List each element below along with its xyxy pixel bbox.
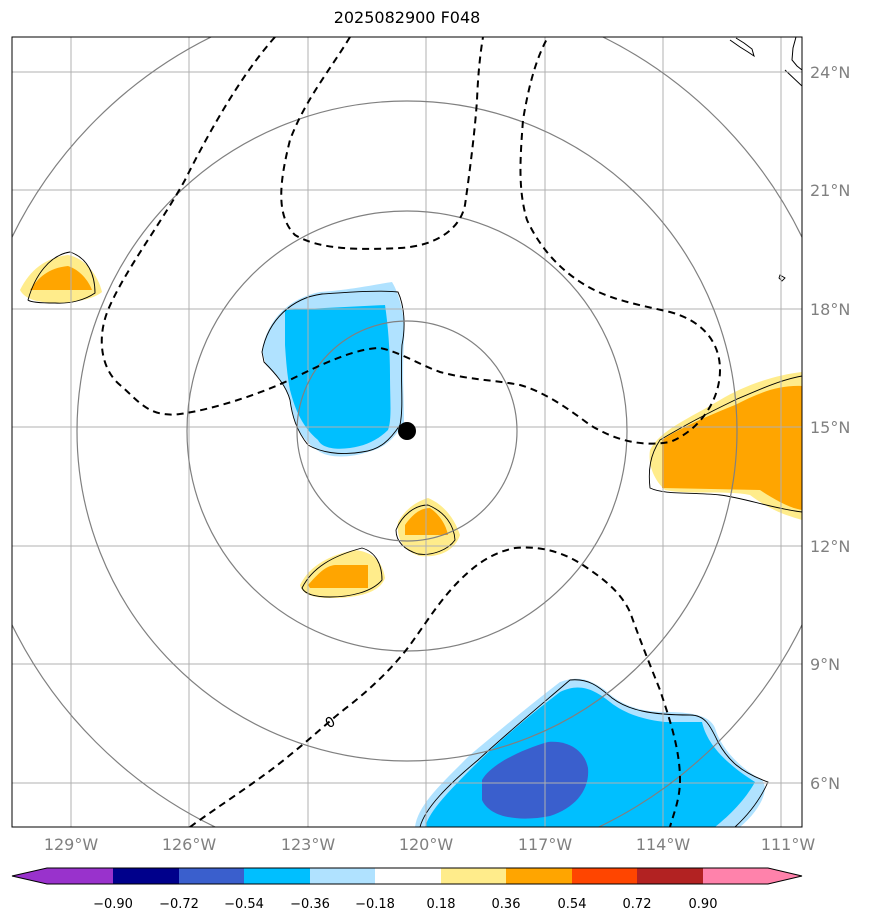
map-area: 0	[12, 37, 802, 827]
colorbar-swatch	[113, 868, 179, 884]
colorbar-swatch	[47, 868, 113, 884]
colorbar-label: 0.54	[558, 897, 587, 912]
lon-label: 114°W	[636, 835, 691, 854]
colorbar-swatch	[703, 868, 768, 884]
map-frame	[11, 36, 803, 828]
colorbar-swatch	[506, 868, 572, 884]
colorbar-label: 0.90	[689, 897, 718, 912]
positive-anomaly-northwest	[20, 255, 102, 303]
positive-anomaly-southwest	[300, 550, 385, 598]
lon-label: 117°W	[518, 835, 573, 854]
lat-label: 24°N	[810, 63, 850, 82]
colorbar-label: −0.36	[290, 897, 330, 912]
lat-label: 21°N	[810, 181, 850, 200]
colorbar-label: 0.72	[623, 897, 652, 912]
colorbar-swatch	[637, 868, 703, 884]
positive-anomaly-east	[649, 372, 802, 520]
colorbar-swatch	[375, 868, 441, 884]
longitude-labels: 129°W 126°W 123°W 120°W 117°W 114°W 111°…	[44, 835, 816, 854]
lon-label: 111°W	[761, 835, 816, 854]
lon-label: 129°W	[44, 835, 99, 854]
lon-label: 123°W	[281, 835, 336, 854]
storm-center-marker	[398, 422, 416, 440]
lat-label: 9°N	[810, 655, 840, 674]
colorbar-label: −0.54	[224, 897, 264, 912]
lat-label: 12°N	[810, 537, 850, 556]
colorbar-label: −0.90	[93, 897, 133, 912]
coastline	[729, 37, 802, 87]
colorbar-outline	[11, 867, 803, 885]
colorbar-label: 0.36	[492, 897, 521, 912]
colorbar-swatch	[310, 868, 375, 884]
colorbar-label: −0.18	[355, 897, 395, 912]
colorbar-swatch	[244, 868, 310, 884]
latitude-labels: 24°N 21°N 18°N 15°N 12°N 9°N 6°N	[810, 63, 850, 793]
negative-anomaly-west	[262, 282, 405, 457]
negative-anomaly-south	[415, 678, 765, 827]
colorbar-label: 0.18	[427, 897, 456, 912]
lat-label: 18°N	[810, 300, 850, 319]
lon-label: 126°W	[162, 835, 217, 854]
colorbar-swatch	[441, 868, 506, 884]
range-rings	[12, 37, 802, 827]
colorbar-min-extend	[12, 868, 47, 884]
zero-contour	[100, 37, 722, 827]
lat-label: 6°N	[810, 774, 840, 793]
lon-label: 120°W	[399, 835, 454, 854]
lat-label: 15°N	[810, 418, 850, 437]
colorbar-max-extend	[768, 868, 802, 884]
colorbar: −0.90 −0.72 −0.54 −0.36 −0.18 0.18 0.36 …	[11, 867, 803, 912]
map-title: 2025082900 F048	[333, 8, 481, 27]
graticule	[12, 37, 802, 827]
colorbar-label: −0.72	[159, 897, 199, 912]
colorbar-swatch	[179, 868, 244, 884]
positive-anomaly-center	[397, 498, 460, 557]
anomaly-outlines	[27, 251, 802, 827]
colorbar-swatch	[572, 868, 637, 884]
